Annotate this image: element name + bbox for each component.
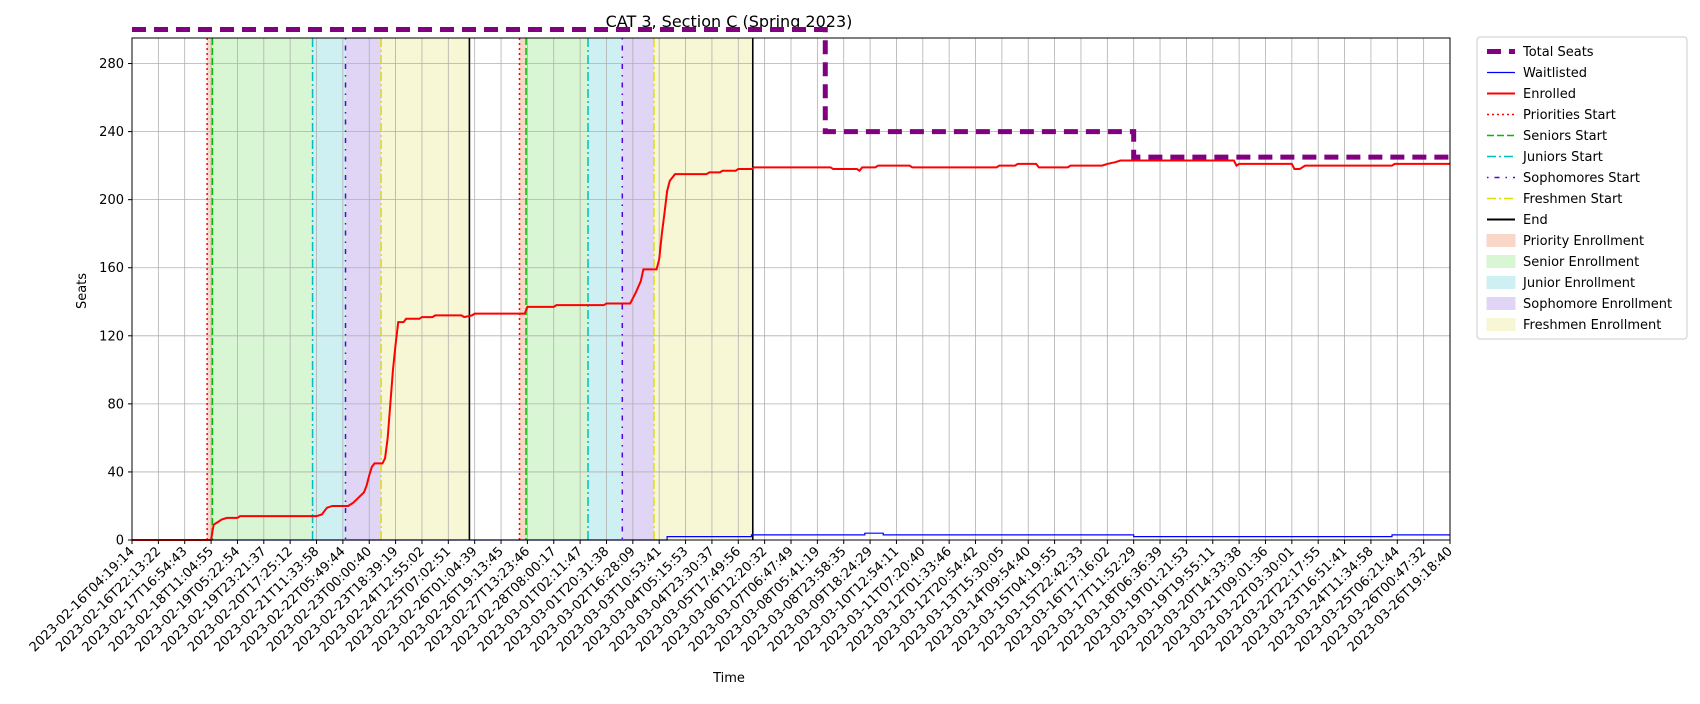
y-tick-label: 40 bbox=[107, 465, 124, 480]
series-line bbox=[132, 159, 1450, 541]
legend-label: Junior Enrollment bbox=[1522, 276, 1635, 291]
legend-label: Freshmen Start bbox=[1523, 192, 1622, 207]
series-line bbox=[132, 532, 1450, 541]
series-line bbox=[132, 26, 1450, 160]
legend-label: Sophomores Start bbox=[1523, 171, 1640, 186]
legend-label: Juniors Start bbox=[1522, 150, 1603, 165]
legend-box bbox=[1476, 36, 1688, 340]
chart-title: CAT 3, Section C (Spring 2023) bbox=[606, 12, 853, 31]
y-tick-label: 80 bbox=[107, 397, 124, 412]
y-tick-label: 280 bbox=[99, 57, 124, 72]
legend-label: Waitlisted bbox=[1523, 66, 1587, 81]
y-tick-label: 240 bbox=[99, 125, 124, 140]
shaded-region bbox=[519, 38, 527, 540]
legend-label: Total Seats bbox=[1522, 45, 1594, 60]
shaded-region bbox=[212, 38, 313, 540]
legend-label: Seniors Start bbox=[1523, 129, 1607, 144]
legend-label: Senior Enrollment bbox=[1523, 255, 1639, 270]
shaded-region bbox=[345, 38, 382, 540]
legend-swatch bbox=[1486, 297, 1516, 310]
legend-swatch bbox=[1486, 234, 1516, 247]
legend-label: Priority Enrollment bbox=[1523, 234, 1644, 249]
legend-swatch bbox=[1486, 318, 1516, 331]
shaded-region bbox=[207, 38, 213, 540]
y-tick-label: 120 bbox=[99, 329, 124, 344]
plot-area: 040801201602002402802023-02-16T04:19:142… bbox=[27, 26, 1456, 655]
y-tick-label: 160 bbox=[99, 261, 124, 276]
shaded-region bbox=[653, 38, 753, 540]
shaded-region bbox=[526, 38, 589, 540]
legend: Total Seats Waitlisted Enrolled Priorities … bbox=[1476, 36, 1688, 340]
legend-label: Priorities Start bbox=[1523, 108, 1616, 123]
legend-label: Enrolled bbox=[1523, 87, 1576, 102]
legend-label: End bbox=[1523, 213, 1548, 228]
shaded-region bbox=[312, 38, 346, 540]
legend-swatch bbox=[1486, 255, 1516, 268]
y-tick-label: 0 bbox=[116, 534, 124, 549]
shaded-region bbox=[588, 38, 623, 540]
legend-label: Sophomore Enrollment bbox=[1523, 297, 1672, 312]
shaded-region bbox=[381, 38, 470, 540]
y-tick-label: 200 bbox=[99, 193, 124, 208]
y-axis-label: Seats bbox=[75, 273, 90, 309]
legend-label: Freshmen Enrollment bbox=[1523, 318, 1661, 333]
x-axis-label: Time bbox=[712, 671, 745, 686]
legend-swatch bbox=[1486, 276, 1516, 289]
